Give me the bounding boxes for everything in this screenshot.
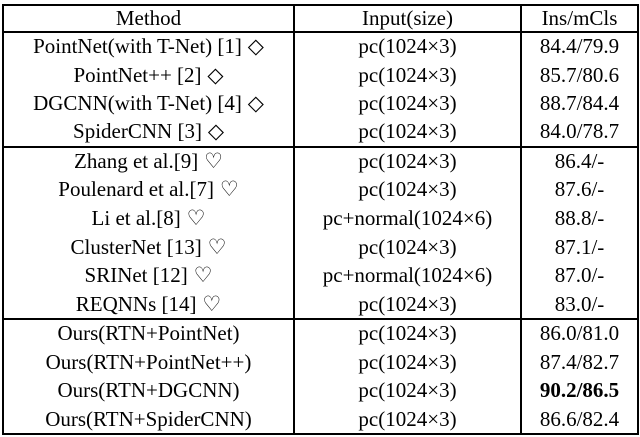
method-cell: DGCNN(with T-Net) [4] ◇ <box>2 89 295 119</box>
table-row: Poulenard et al.[7] ♡ pc(1024×3) 87.6/- <box>2 175 639 205</box>
column-header-input-size: Input(size) <box>293 5 522 32</box>
input-cell: pc+normal(1024×6) <box>293 261 522 291</box>
method-label: PointNet(with T-Net) [1] <box>33 34 242 59</box>
method-label: SRINet [12] <box>84 263 188 288</box>
group-diamond-methods: PointNet(with T-Net) [1] ◇ pc(1024×3) 84.… <box>2 32 639 147</box>
method-cell: SpiderCNN [3] ◇ <box>2 118 295 147</box>
method-cell: ClusterNet [13] ♡ <box>2 232 295 262</box>
method-cell: PointNet++ [2] ◇ <box>2 60 295 90</box>
table-row: Ours(RTN+SpiderCNN) pc(1024×3) 86.6/82.4 <box>2 405 639 434</box>
method-cell: PointNet(with T-Net) [1] ◇ <box>2 32 295 61</box>
table-row: ClusterNet [13] ♡ pc(1024×3) 87.1/- <box>2 232 639 262</box>
method-cell: Zhang et al.[9] ♡ <box>2 146 295 176</box>
table-row: Ours(RTN+DGCNN) pc(1024×3) 90.2/86.5 <box>2 376 639 406</box>
method-label: Poulenard et al.[7] <box>58 177 214 202</box>
input-cell: pc(1024×3) <box>293 89 522 119</box>
heart-icon: ♡ <box>186 206 206 231</box>
table-row: SpiderCNN [3] ◇ pc(1024×3) 84.0/78.7 <box>2 118 639 147</box>
table-row: SRINet [12] ♡ pc+normal(1024×6) 87.0/- <box>2 261 639 291</box>
input-cell: pc(1024×3) <box>293 405 522 434</box>
diamond-icon: ◇ <box>247 91 264 116</box>
result-cell: 84.4/79.9 <box>520 32 639 61</box>
result-cell: 83.0/- <box>520 290 639 320</box>
table-row: Zhang et al.[9] ♡ pc(1024×3) 86.4/- <box>2 146 639 176</box>
column-header-method: Method <box>2 5 295 32</box>
table-row: PointNet(with T-Net) [1] ◇ pc(1024×3) 84.… <box>2 32 639 61</box>
table-row: Ours(RTN+PointNet++) pc(1024×3) 87.4/82.… <box>2 347 639 377</box>
result-cell: 87.4/82.7 <box>520 347 639 377</box>
result-cell: 86.6/82.4 <box>520 405 639 434</box>
method-cell: Ours(RTN+PointNet) <box>2 319 295 348</box>
method-label: Zhang et al.[9] <box>74 149 199 174</box>
diamond-icon: ◇ <box>207 119 224 144</box>
table-row: PointNet++ [2] ◇ pc(1024×3) 85.7/80.6 <box>2 60 639 90</box>
method-cell: Li et al.[8] ♡ <box>2 204 295 233</box>
input-cell: pc(1024×3) <box>293 376 522 406</box>
table-row: Li et al.[8] ♡ pc+normal(1024×6) 88.8/- <box>2 204 639 233</box>
heart-icon: ♡ <box>207 234 227 259</box>
result-cell: 86.0/81.0 <box>520 319 639 348</box>
classification-results-table: Method Input(size) Ins/mCls PointNet(wit… <box>2 4 639 435</box>
result-cell: 88.8/- <box>520 204 639 233</box>
result-cell: 86.4/- <box>520 146 639 176</box>
input-cell: pc(1024×3) <box>293 118 522 147</box>
result-cell: 85.7/80.6 <box>520 60 639 90</box>
method-cell: Ours(RTN+PointNet++) <box>2 347 295 377</box>
method-cell: Ours(RTN+SpiderCNN) <box>2 405 295 434</box>
method-cell: Ours(RTN+DGCNN) <box>2 376 295 406</box>
header-row: Method Input(size) Ins/mCls <box>2 5 639 32</box>
result-cell: 84.0/78.7 <box>520 118 639 147</box>
input-cell: pc(1024×3) <box>293 32 522 61</box>
input-cell: pc(1024×3) <box>293 347 522 377</box>
input-cell: pc(1024×3) <box>293 232 522 262</box>
method-cell: REQNNs [14] ♡ <box>2 290 295 320</box>
heart-icon: ♡ <box>219 177 239 202</box>
input-cell: pc(1024×3) <box>293 146 522 176</box>
column-header-ins-mcls: Ins/mCls <box>520 5 639 32</box>
input-cell: pc(1024×3) <box>293 319 522 348</box>
result-cell: 87.6/- <box>520 175 639 205</box>
result-cell: 88.7/84.4 <box>520 89 639 119</box>
table-header: Method Input(size) Ins/mCls <box>2 5 639 32</box>
input-cell: pc(1024×3) <box>293 175 522 205</box>
result-cell: 87.0/- <box>520 261 639 291</box>
method-label: DGCNN(with T-Net) [4] <box>33 91 242 116</box>
input-cell: pc(1024×3) <box>293 290 522 320</box>
table-row: Ours(RTN+PointNet) pc(1024×3) 86.0/81.0 <box>2 319 639 348</box>
table-row: DGCNN(with T-Net) [4] ◇ pc(1024×3) 88.7/8… <box>2 89 639 119</box>
heart-icon: ♡ <box>204 149 223 174</box>
group-ours-methods: Ours(RTN+PointNet) pc(1024×3) 86.0/81.0 … <box>2 319 639 434</box>
diamond-icon: ◇ <box>247 34 264 59</box>
heart-icon: ♡ <box>202 291 222 316</box>
heart-icon: ♡ <box>193 263 213 288</box>
result-cell: 87.1/- <box>520 232 639 262</box>
method-cell: Poulenard et al.[7] ♡ <box>2 175 295 205</box>
method-label: Li et al.[8] <box>91 206 181 231</box>
table-row: REQNNs [14] ♡ pc(1024×3) 83.0/- <box>2 290 639 320</box>
method-label: REQNNs [14] <box>75 291 197 316</box>
diamond-icon: ◇ <box>207 62 224 87</box>
method-label: SpiderCNN [3] <box>73 119 202 144</box>
method-cell: SRINet [12] ♡ <box>2 261 295 291</box>
group-heart-methods: Zhang et al.[9] ♡ pc(1024×3) 86.4/- Poule… <box>2 146 639 320</box>
method-label: PointNet++ [2] <box>73 62 202 87</box>
result-cell-best: 90.2/86.5 <box>520 376 639 406</box>
method-label: ClusterNet [13] <box>70 234 202 259</box>
input-cell: pc+normal(1024×6) <box>293 204 522 233</box>
input-cell: pc(1024×3) <box>293 60 522 90</box>
